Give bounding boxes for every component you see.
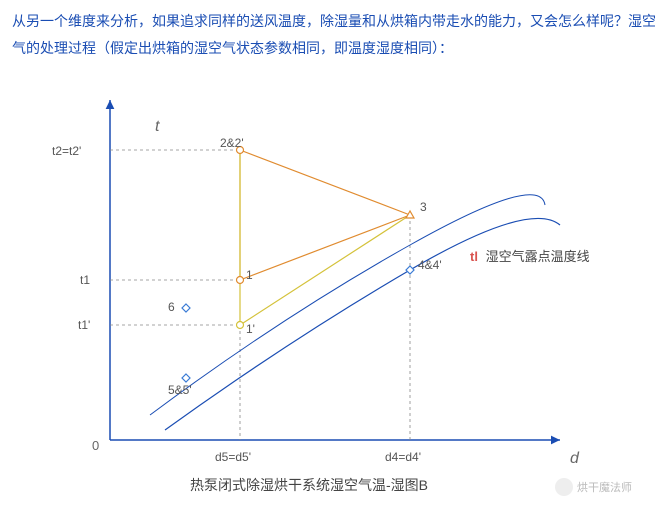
origin-label: 0 <box>92 438 99 453</box>
x-tick-label: d5=d5' <box>215 450 251 464</box>
point-label: 4&4' <box>418 258 442 272</box>
x-axis-label: d <box>570 450 579 468</box>
y-tick-label: t1' <box>78 318 90 332</box>
watermark: 烘干魔法师 <box>555 478 632 496</box>
watermark-icon <box>555 478 573 496</box>
watermark-text: 烘干魔法师 <box>577 479 632 495</box>
curve-label-text: 湿空气露点温度线 <box>486 249 590 264</box>
curve-label-prefix: tl <box>470 249 478 264</box>
chart-svg <box>0 60 669 518</box>
point-label: 2&2' <box>220 136 244 150</box>
y-tick-label: t1 <box>80 273 90 287</box>
chart-container: t d 0 tl 湿空气露点温度线 热泵闭式除湿烘干系统湿空气温-湿图B 烘干魔… <box>0 60 669 518</box>
y-tick-label: t2=t2' <box>52 144 81 158</box>
point-label: 1' <box>246 322 255 336</box>
y-axis-label: t <box>155 118 159 136</box>
chart-caption: 热泵闭式除湿烘干系统湿空气温-湿图B <box>190 475 428 495</box>
header-text: 从另一个维度来分析，如果追求同样的送风温度，除湿量和从烘箱内带走水的能力，又会怎… <box>0 0 669 66</box>
point-label: 1 <box>246 268 253 282</box>
point-label: 3 <box>420 200 427 214</box>
point-label: 6 <box>168 300 175 314</box>
header-line: 从另一个维度来分析，如果追求同样的送风温度，除湿量和从烘箱内带走水的能力，又会怎… <box>12 13 656 56</box>
point-label: 5&5' <box>168 383 192 397</box>
x-tick-label: d4=d4' <box>385 450 421 464</box>
dewpoint-curve-label: tl 湿空气露点温度线 <box>470 246 590 265</box>
